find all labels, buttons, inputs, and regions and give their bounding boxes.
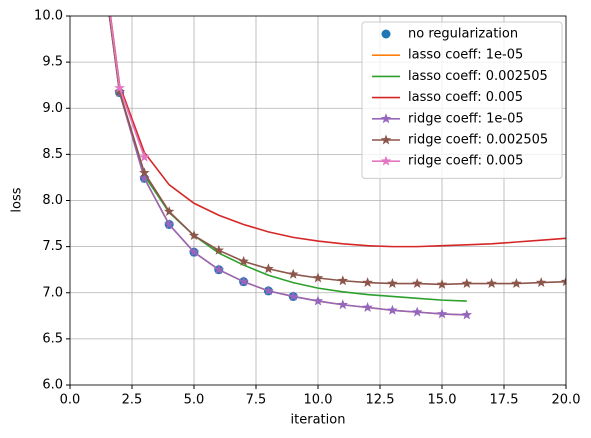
series-layer [108, 16, 566, 320]
marker [486, 278, 497, 288]
legend-label: ridge coeff: 0.002505 [408, 133, 548, 148]
y-tick-label: 7.0 [42, 285, 63, 300]
marker [411, 278, 423, 288]
marker [188, 230, 200, 240]
legend-label: ridge coeff: 1e-05 [408, 111, 524, 126]
legend-label: ridge coeff: 0.005 [408, 154, 523, 169]
x-axis-label: iteration [291, 413, 346, 428]
marker [387, 278, 398, 288]
x-tick-label: 0.0 [60, 393, 81, 408]
x-tick-label: 7.5 [246, 393, 267, 408]
legend: no regularization lasso coeff: 1e-05 lasso… [361, 21, 563, 179]
marker [188, 246, 200, 257]
marker [312, 272, 324, 283]
marker [114, 82, 125, 93]
y-tick-label: 6.5 [42, 331, 63, 346]
x-tick-label: 17.5 [490, 393, 519, 408]
y-tick-label: 7.5 [42, 239, 63, 254]
marker [436, 308, 448, 319]
marker [114, 86, 125, 97]
marker [139, 172, 150, 183]
marker [163, 218, 175, 229]
marker [163, 206, 175, 217]
legend-label: no regularization [408, 27, 518, 42]
marker [461, 309, 473, 320]
y-tick-label: 9.5 [42, 55, 63, 70]
marker [337, 299, 349, 310]
x-tick-label: 10.0 [304, 393, 333, 408]
marker [139, 151, 150, 162]
marker [213, 244, 225, 255]
marker [362, 302, 373, 312]
x-tick-label: 15.0 [428, 393, 457, 408]
x-tick-label: 12.5 [366, 393, 395, 408]
marker [511, 278, 522, 288]
marker [263, 263, 274, 274]
marker [380, 155, 392, 166]
y-tick-label: 8.5 [42, 147, 63, 162]
y-tick-label: 6.0 [42, 378, 63, 393]
marker [238, 255, 249, 266]
series-line [108, 16, 467, 316]
marker [238, 276, 249, 287]
marker [411, 306, 423, 317]
legend-box [361, 21, 563, 179]
legend-label: lasso coeff: 0.002505 [408, 69, 548, 84]
marker [380, 113, 392, 124]
ticks: 0.0 2.5 5.0 7.5 10.0 12.5 15.0 17.5 20.0 6.0 6.5 7.… [34, 9, 580, 408]
marker [287, 290, 299, 301]
marker [535, 277, 547, 288]
series-line [109, 16, 566, 248]
y-tick-label: 10.0 [34, 9, 63, 24]
marker [560, 276, 566, 287]
marker [213, 264, 225, 275]
series-line [108, 16, 467, 302]
x-tick-label: 5.0 [184, 393, 205, 408]
y-tick-label: 8.0 [42, 193, 63, 208]
marker [436, 278, 448, 289]
marker [387, 304, 398, 315]
marker [263, 285, 274, 296]
marker [362, 277, 373, 288]
marker [380, 134, 392, 145]
marker [381, 29, 391, 39]
series-line [108, 16, 566, 286]
y-tick-label: 9.0 [42, 101, 63, 116]
marker [139, 167, 150, 178]
x-tick-label: 20.0 [552, 393, 581, 408]
marker [287, 268, 299, 279]
legend-label: lasso coeff: 0.005 [408, 90, 523, 105]
x-tick-label: 2.5 [122, 393, 143, 408]
marker [461, 278, 473, 288]
marker [312, 295, 324, 306]
y-axis-label: loss [10, 187, 25, 212]
marker [337, 275, 349, 286]
legend-label: lasso coeff: 1e-05 [408, 48, 523, 63]
